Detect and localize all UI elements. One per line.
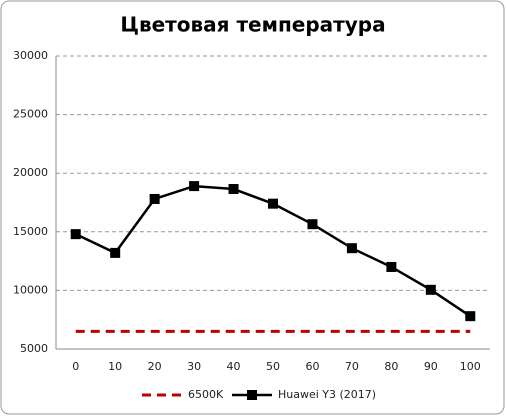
marker [465,311,476,322]
y-tick-label: 30000 [13,49,48,62]
marker [228,184,239,195]
marker [189,181,200,192]
legend-marker [247,390,257,400]
x-tick-label: 100 [460,360,481,373]
x-tick-label: 20 [148,360,162,373]
marker [425,284,436,295]
x-tick-label: 0 [72,360,79,373]
marker [268,198,278,209]
chart-title: Цветовая температура [120,13,385,37]
marker [386,261,397,272]
x-tick-label: 50 [266,360,280,373]
x-tick-label: 60 [305,360,319,373]
y-tick-label: 10000 [13,283,48,296]
y-tick-label: 25000 [13,108,48,121]
x-tick-label: 10 [108,360,122,373]
marker [70,229,81,240]
legend-label: Huawei Y3 (2017) [278,388,376,401]
y-tick-label: 5000 [20,342,48,355]
legend-label: 6500K [188,388,224,401]
marker [110,247,121,258]
marker [149,193,160,204]
y-tick-label: 15000 [13,225,48,238]
x-tick-label: 40 [227,360,241,373]
marker [307,219,318,230]
x-tick-label: 90 [424,360,438,373]
x-tick-label: 30 [187,360,201,373]
y-tick-label: 20000 [13,166,48,179]
x-tick-label: 70 [345,360,359,373]
marker [346,243,357,254]
x-tick-label: 80 [384,360,398,373]
